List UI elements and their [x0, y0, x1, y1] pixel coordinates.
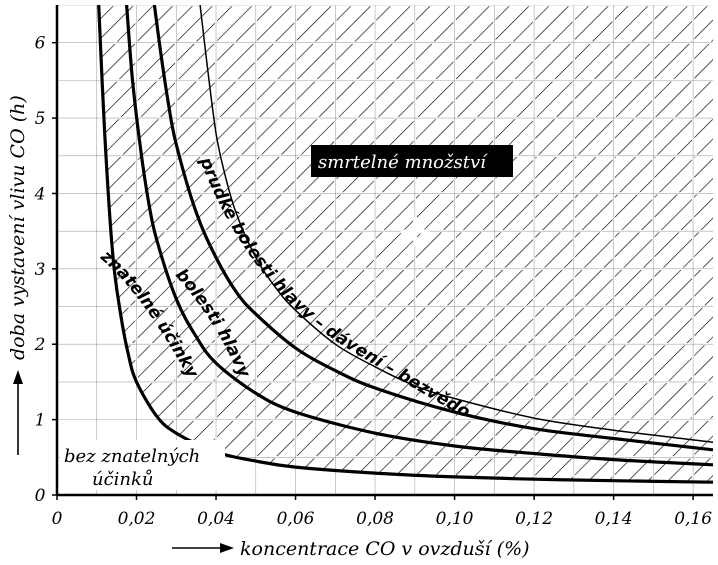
boundary-curve-4: [199, 5, 713, 443]
x-axis-title: koncentrace CO v ovzduší (%): [240, 538, 530, 560]
y-axis-title-group: doba vystavení vlivu CO (h): [7, 95, 29, 455]
y-tick-6: 6: [35, 34, 46, 54]
zone-noticeable-effects: [98, 5, 713, 483]
y-tick-3: 3: [35, 260, 46, 280]
y-tick-labels: 0 1 2 3 4 5 6: [34, 34, 57, 506]
x-tick-7: 0,14: [595, 509, 633, 529]
y-tick-4: 4: [34, 184, 46, 204]
x-tick-1: 0,02: [118, 509, 156, 529]
zone-label-fatal: smrtelné množství: [311, 145, 513, 177]
y-tick-1: 1: [35, 411, 46, 431]
x-tick-0: 0: [52, 509, 63, 529]
grid: [57, 5, 713, 495]
y-tick-0: 0: [35, 486, 46, 506]
y-axis-title: doba vystavení vlivu CO (h): [7, 95, 29, 360]
x-axis-title-group: koncentrace CO v ovzduší (%): [172, 538, 530, 560]
zone-label-no-effect: bez znatelných účinků: [60, 440, 225, 490]
zone-label-fatal-text: smrtelné množství: [318, 152, 488, 173]
x-tick-2: 0,04: [197, 509, 235, 529]
boundary-curve-2: [125, 5, 713, 467]
x-tick-4: 0,08: [356, 509, 394, 529]
y-tick-2: 2: [34, 335, 46, 355]
zone-label-no-effect-line1: bez znatelných: [64, 446, 200, 467]
x-axis-arrowhead: [220, 543, 234, 553]
y-tick-5: 5: [35, 109, 46, 129]
boundary-curve-3: [152, 5, 713, 452]
x-tick-6: 0,12: [515, 509, 553, 529]
cross-marker: +: [396, 203, 435, 257]
x-tick-3: 0,06: [277, 509, 315, 529]
zone-label-no-effect-line2: účinků: [92, 468, 154, 490]
x-tick-labels: 0 0,02 0,04 0,06 0,08 0,10 0,12 0,14 0,16: [52, 495, 712, 529]
y-axis-arrowhead: [13, 370, 23, 384]
x-tick-8: 0,16: [674, 509, 712, 529]
x-tick-5: 0,10: [436, 509, 474, 529]
